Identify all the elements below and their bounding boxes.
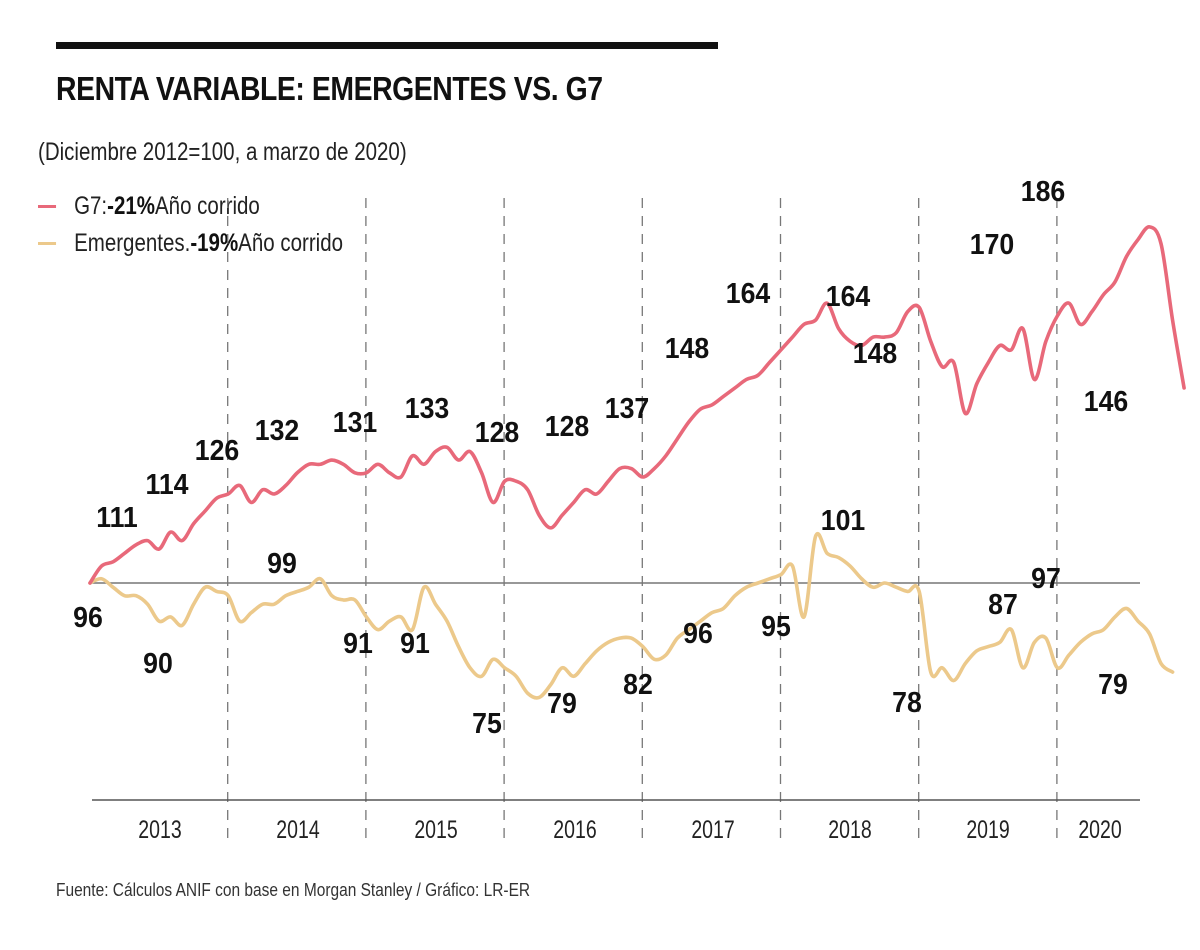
x-tick-label: 2018 [828,816,871,844]
data-label-g7: 164 [726,277,771,309]
data-label-g7: 114 [145,468,189,500]
data-label-emergentes: 78 [892,686,922,718]
legend-swatch-emergentes [38,242,57,245]
series-line-g7 [88,225,1186,585]
legend-suffix: Año corrido [154,192,260,220]
data-label-g7: 128 [475,416,520,448]
source-note: Fuente: Cálculos ANIF con base en Morgan… [56,880,531,900]
legend-swatch-g7 [38,205,57,208]
legend-suffix: Año corrido [238,229,344,257]
data-label-g7: 111 [96,501,138,533]
data-label-emergentes: 96 [73,601,103,633]
data-label-emergentes: 91 [343,627,373,659]
data-label-emergentes: 87 [988,588,1018,620]
x-tick-label: 2013 [138,816,181,844]
data-label-g7: 128 [545,410,590,442]
data-label-g7: 137 [605,392,650,424]
data-label-g7: 148 [665,332,710,364]
legend-item-g7: G7: -21% Año corrido [38,188,343,225]
chart-subtitle: (Diciembre 2012=100, a marzo de 2020) [38,138,407,166]
data-label-g7: 186 [1021,175,1066,207]
series-line-emergentes [88,532,1175,700]
data-label-emergentes: 79 [547,687,577,719]
data-label-emergentes: 99 [267,547,297,579]
x-tick-label: 2014 [276,816,319,844]
data-label-emergentes: 96 [683,617,713,649]
data-label-g7: 126 [195,434,240,466]
data-label-emergentes: 91 [400,627,430,659]
legend-value: -19% [190,229,239,257]
data-label-emergentes: 101 [821,504,866,536]
legend-item-emergentes: Emergentes. -19% Año corrido [38,225,343,262]
x-tick-label: 2017 [691,816,734,844]
data-label-emergentes: 95 [761,610,791,642]
legend-prefix: Emergentes. [74,229,191,257]
legend-prefix: G7: [74,192,108,220]
data-label-g7: 170 [970,228,1015,260]
data-label-emergentes: 75 [472,707,502,739]
data-label-g7: 132 [255,414,300,446]
x-tick-label: 2015 [414,816,457,844]
x-tick-label: 2016 [553,816,596,844]
data-label-g7: 148 [853,337,898,369]
legend-value: -21% [107,192,155,220]
title-rule [56,42,718,49]
data-label-emergentes: 90 [143,647,173,679]
data-label-g7: 164 [826,280,871,312]
data-label-emergentes: 97 [1031,562,1061,594]
x-tick-label: 2020 [1078,816,1121,844]
data-label-emergentes: 79 [1098,668,1128,700]
chart-title: RENTA VARIABLE: EMERGENTES VS. G7 [56,70,603,107]
x-tick-label: 2019 [966,816,1009,844]
data-label-g7: 146 [1084,385,1129,417]
data-label-emergentes: 82 [623,668,653,700]
legend: G7: -21% Año corrido Emergentes. -19% Añ… [38,188,410,262]
data-label-g7: 131 [333,406,378,438]
data-label-g7: 133 [405,392,450,424]
